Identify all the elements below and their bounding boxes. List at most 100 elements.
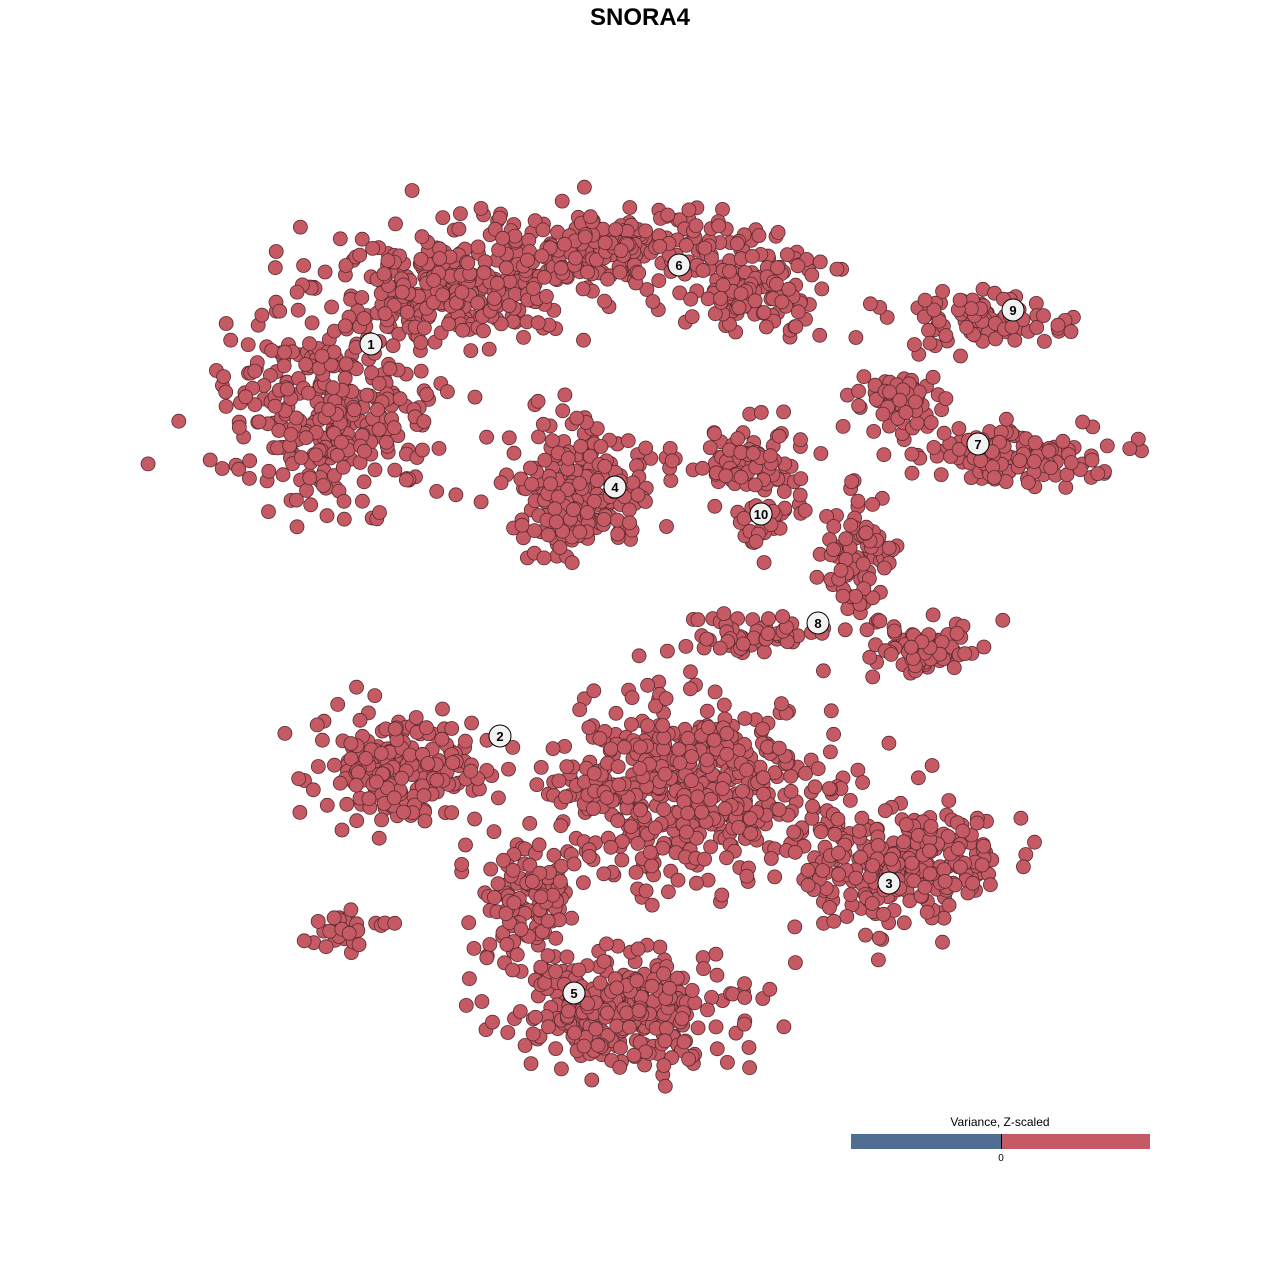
cell-point	[500, 1025, 516, 1040]
cell-point	[837, 622, 853, 638]
cell-point	[774, 696, 789, 712]
cell-point	[302, 336, 317, 352]
cell-point	[1043, 460, 1059, 476]
cell-point	[276, 358, 292, 374]
cell-point	[719, 746, 735, 762]
cell-point	[703, 792, 718, 807]
cluster-label-text: 5	[570, 986, 577, 1001]
cell-point	[470, 239, 486, 255]
cell-point	[356, 311, 372, 326]
cell-point	[493, 475, 509, 491]
cell-point	[655, 840, 671, 856]
cell-point	[859, 622, 875, 638]
cell-point	[576, 1038, 592, 1054]
cell-point	[610, 813, 626, 829]
cell-point	[502, 273, 518, 289]
cell-point	[821, 781, 837, 796]
cell-point	[326, 910, 342, 926]
cell-point	[399, 304, 415, 320]
cell-point	[770, 260, 785, 276]
cell-point	[385, 338, 401, 354]
cell-point	[805, 798, 820, 814]
cell-point	[843, 887, 859, 903]
cell-point	[359, 387, 375, 403]
cell-point	[370, 402, 386, 418]
cell-point	[1004, 319, 1020, 335]
cell-point	[701, 720, 716, 735]
cell-point	[202, 452, 218, 468]
cell-point	[1050, 317, 1066, 333]
cluster-label-text: 7	[974, 437, 981, 452]
cell-point	[498, 260, 514, 276]
cell-point	[713, 290, 728, 306]
cell-point	[308, 447, 324, 463]
cell-point	[339, 796, 355, 812]
cell-point	[599, 790, 615, 805]
cell-point	[759, 319, 774, 335]
cell-point	[431, 440, 447, 456]
cell-point	[223, 332, 239, 348]
cell-point	[854, 810, 870, 826]
cell-point	[862, 649, 878, 665]
cell-point	[589, 472, 605, 488]
cell-point	[815, 863, 830, 878]
cell-point	[783, 768, 799, 784]
cell-point	[762, 981, 778, 997]
cell-point	[807, 779, 823, 795]
cell-point	[321, 402, 337, 418]
cell-point	[609, 1018, 625, 1034]
cell-point	[704, 990, 719, 1005]
cell-point	[365, 240, 381, 256]
cell-point	[695, 263, 711, 278]
cell-point	[835, 588, 851, 604]
cell-point	[404, 183, 420, 198]
cell-point	[756, 786, 771, 802]
cell-point	[717, 801, 733, 817]
cell-point	[482, 937, 498, 952]
cell-point	[719, 726, 735, 741]
cell-point	[444, 805, 460, 820]
cell-point	[924, 758, 940, 773]
cell-point	[652, 939, 668, 955]
cell-point	[485, 1014, 500, 1030]
cell-point	[763, 851, 779, 866]
cell-point	[709, 1041, 725, 1057]
cell-point	[535, 222, 551, 238]
cell-point	[572, 475, 587, 491]
cell-point	[829, 261, 845, 277]
cell-point	[593, 439, 609, 454]
cell-point	[657, 1078, 673, 1094]
cell-point	[524, 874, 540, 889]
cell-point	[814, 281, 830, 297]
cell-point	[398, 472, 414, 488]
cell-point	[241, 470, 257, 486]
cell-point	[467, 389, 483, 405]
cell-point	[289, 284, 305, 300]
cell-point	[917, 292, 933, 308]
cell-point	[613, 243, 629, 259]
cell-point	[454, 857, 470, 872]
cell-point	[590, 1037, 606, 1053]
cell-point	[479, 950, 495, 966]
cell-point	[1063, 324, 1079, 340]
cell-point	[816, 663, 831, 679]
cell-point	[277, 344, 293, 360]
cell-point	[624, 690, 640, 705]
cell-point	[275, 467, 291, 483]
cell-point	[414, 442, 430, 458]
cell-point	[413, 363, 429, 379]
cluster-label-text: 1	[367, 337, 374, 352]
cluster-label-5: 5	[562, 981, 586, 1005]
cell-point	[354, 493, 370, 509]
cell-point	[842, 793, 858, 808]
cell-point	[876, 906, 891, 922]
cell-point	[490, 876, 506, 892]
cell-point	[870, 838, 886, 853]
cell-point	[569, 410, 585, 426]
cell-point	[533, 889, 549, 905]
cell-point	[949, 626, 965, 641]
cell-point	[631, 265, 647, 281]
cell-point	[622, 1019, 637, 1035]
cell-point	[875, 406, 891, 422]
cell-point	[684, 983, 700, 998]
